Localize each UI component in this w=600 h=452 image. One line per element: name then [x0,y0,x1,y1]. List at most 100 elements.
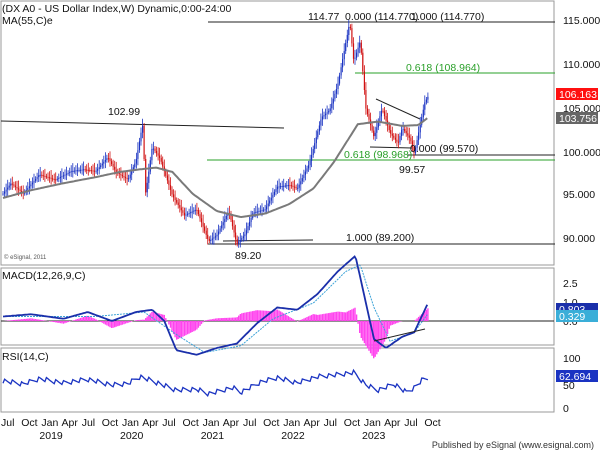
candle-body [328,111,330,113]
ma-legend: MA(55,C)e [2,15,53,27]
candle-body [168,180,170,186]
candle-body [281,186,283,187]
year-label: 2019 [39,430,63,442]
candle-body [329,108,331,112]
year-label: 2022 [281,430,305,442]
candle-body [62,175,65,177]
candle-body [239,240,241,242]
ma-price-tag-bg [556,112,598,124]
candle-body [413,147,415,153]
candle-body [253,212,255,214]
candle-body [114,166,116,170]
candle-body [137,150,139,159]
candle-body [93,170,96,172]
candle-body [163,166,165,172]
candle-body [360,42,362,53]
candle-body [58,177,60,179]
candle-body [376,127,378,133]
candle-body [294,186,296,188]
candle-body [89,170,91,171]
candle-body [314,143,316,150]
candle-body [92,170,94,172]
candle-body [388,125,390,131]
candle-body [368,114,370,120]
candle-body [112,164,114,167]
candle-body [326,112,328,114]
month-label: Jan [364,417,381,429]
candle-body [200,218,203,223]
candle-body [391,133,393,136]
candle-body [160,158,162,162]
candle-body [30,184,32,187]
candle-body [230,213,232,220]
annotation-fib-0-top: 0.000 (114.770) [345,11,418,23]
candle-body [343,51,345,60]
candle-body [236,238,238,244]
year-label: 2023 [362,430,386,442]
candle-body [359,42,361,48]
candle-body [325,113,327,116]
candle-body [35,179,37,181]
month-label: Jul [82,417,95,429]
candle-body [397,141,400,143]
candle-body [380,110,382,117]
candle-body [171,189,173,195]
candle-body [379,116,381,122]
candle-body [19,189,21,191]
candle-body [8,185,10,188]
month-labels: Jul Oct Jan Apr Jul Oct Jan Apr Jul Oct Jan Apr Jul O… [1,417,441,429]
candle-body [73,170,75,172]
month-label: Jul [324,417,337,429]
candle-body [174,197,176,200]
candle-body [66,173,68,175]
candle-body [304,171,306,175]
candle-body [151,149,153,161]
candle-body [214,236,217,238]
candle-body [162,161,164,167]
candle-body [405,131,407,134]
macd-indicator: MACD(12,26,9,C) 2.5 1.0 0.0 0.803 0.329 [1,255,598,359]
candle-body [104,160,106,162]
candle-body [275,189,277,192]
candle-body [394,137,396,140]
candle-body [346,34,348,43]
candle-body [422,109,424,118]
candle-body [179,205,181,208]
candle-body [44,175,46,177]
candle-body [323,115,325,117]
candle-body [98,167,100,169]
candle-body [311,155,313,161]
candle-body [159,155,161,158]
candle-body [48,177,51,179]
candle-body [264,209,266,211]
candle-body [244,234,246,237]
candle-body [408,135,410,138]
candle-body [21,191,23,193]
candle-body [118,173,120,175]
candle-body [312,149,314,155]
candle-body [5,189,7,192]
candle-body [295,187,297,189]
candle-body [334,93,336,99]
candle-body [166,175,168,181]
candle-body [218,231,220,235]
candle-body [131,170,133,175]
candle-body [410,137,412,142]
candle-body [414,147,417,153]
candle-body [383,111,386,117]
candle-body [427,96,429,100]
annotation-fib-1-top: 1.000 (114.770) [411,11,484,23]
candle-body [138,141,141,151]
candle-body [193,210,195,212]
candle-body [146,182,148,193]
candle-body [180,207,182,211]
candle-body [31,182,34,185]
candle-body [261,210,263,212]
month-label: Jan [203,417,220,429]
candle-body [140,132,142,142]
candle-body [219,228,221,232]
month-label: Apr [223,417,240,429]
candle-body [55,179,57,181]
candle-body [33,180,35,183]
rsi-indicator: RSI(14,C) 100 50 0 62.694 [2,351,598,415]
